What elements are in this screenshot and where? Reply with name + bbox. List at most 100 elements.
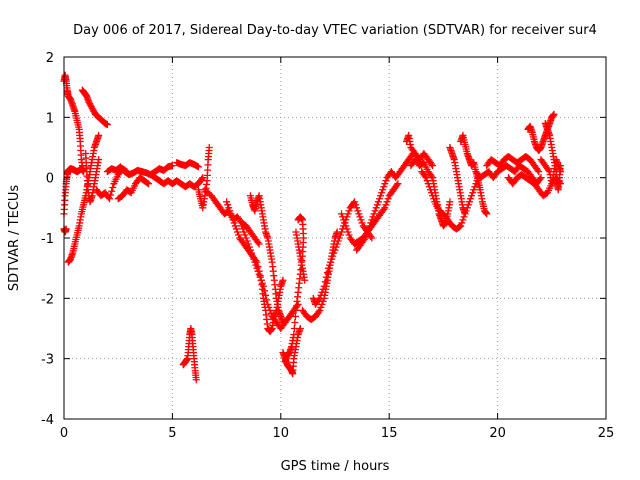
data-point [329, 252, 337, 260]
data-point [380, 205, 388, 213]
data-point [320, 282, 328, 290]
data-point [461, 210, 469, 218]
data-point [255, 270, 263, 278]
data-point [248, 249, 256, 257]
data-point [266, 306, 274, 314]
data-point [535, 168, 543, 176]
data-point [301, 276, 309, 284]
data-point [316, 306, 324, 314]
data-point [373, 201, 381, 209]
data-point [550, 110, 558, 118]
data-point [343, 225, 351, 233]
data-point [361, 234, 369, 242]
data-point [470, 186, 478, 194]
data-point [241, 231, 249, 239]
data-point [367, 232, 375, 240]
data-point [321, 278, 329, 286]
data-point [230, 219, 238, 227]
data-point [425, 183, 433, 191]
data-point [339, 213, 347, 221]
data-markers [60, 71, 564, 384]
data-point [355, 210, 363, 218]
data-point [238, 222, 246, 230]
data-point [382, 177, 390, 185]
data-point [239, 225, 247, 233]
data-point [255, 240, 263, 248]
data-point [332, 243, 340, 251]
data-point [356, 213, 364, 221]
data-point [368, 234, 376, 242]
data-point [87, 101, 95, 109]
data-point [257, 276, 265, 284]
data-point [95, 131, 103, 139]
data-point [384, 195, 392, 203]
data-point [203, 187, 211, 195]
data-point [318, 300, 326, 308]
x-tick-label: 20 [489, 426, 506, 441]
data-point [377, 192, 385, 200]
grid-lines [64, 57, 606, 419]
data-point [326, 261, 334, 269]
data-point [354, 207, 362, 215]
data-point [458, 219, 466, 227]
data-point [290, 325, 298, 332]
data-point [323, 269, 331, 277]
data-point [338, 210, 346, 218]
data-point [316, 294, 324, 302]
data-point [205, 144, 213, 151]
data-point [103, 121, 111, 129]
data-point [318, 288, 326, 296]
data-point [372, 204, 380, 212]
axes [63, 56, 607, 420]
x-tick-label: 10 [273, 426, 290, 441]
data-point [333, 240, 341, 248]
data-point [446, 198, 454, 206]
data-point [381, 204, 389, 212]
data-point [95, 156, 103, 164]
data-point [168, 162, 176, 170]
data-point [394, 180, 402, 188]
y-tick-label: 1 [46, 111, 54, 126]
data-point [366, 222, 374, 230]
data-point [199, 174, 207, 182]
data-point [465, 198, 473, 206]
data-point [334, 237, 342, 245]
data-point [262, 291, 270, 299]
data-point [315, 296, 323, 304]
data-point [556, 162, 564, 170]
data-point [456, 223, 464, 231]
data-point [427, 160, 435, 168]
data-point [380, 183, 388, 191]
data-point [421, 172, 429, 180]
data-point [201, 186, 209, 194]
data-point [258, 279, 266, 287]
data-point [324, 264, 332, 272]
data-point [231, 222, 239, 230]
data-point [471, 183, 479, 191]
data-point [335, 234, 343, 242]
data-point [109, 183, 117, 191]
x-tick-label: 5 [168, 426, 176, 441]
data-point [194, 163, 202, 171]
data-point [330, 249, 338, 257]
data-point [225, 204, 233, 212]
data-point [246, 246, 254, 254]
data-point [375, 195, 383, 203]
data-point [426, 186, 434, 194]
data-point [204, 189, 212, 197]
data-point [427, 189, 435, 197]
data-point [424, 180, 432, 188]
data-point [227, 210, 235, 218]
data-point [341, 219, 349, 227]
data-point [85, 98, 93, 106]
data-point [429, 162, 437, 170]
data-point [263, 296, 271, 304]
data-point [226, 207, 234, 215]
y-tick-label: -1 [41, 232, 54, 247]
data-point [383, 198, 391, 206]
data-point [364, 228, 372, 236]
data-point [468, 192, 476, 200]
y-tick-labels: -4 -3 -2 -1 0 1 2 [41, 51, 54, 428]
data-point [345, 207, 353, 215]
